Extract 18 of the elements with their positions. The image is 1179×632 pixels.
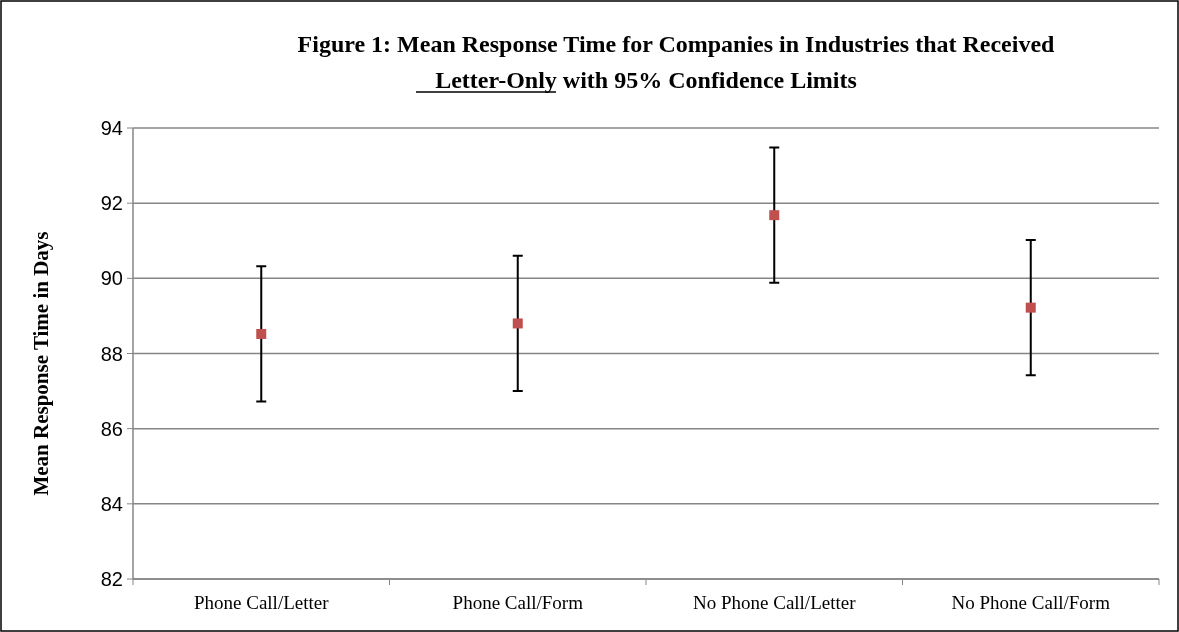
y-tick-label: 92 [100,192,123,215]
x-tick-label: No Phone Call/Form [951,592,1111,613]
point [512,318,523,329]
point [1025,302,1036,313]
y-tick-label: 84 [100,492,123,515]
point [256,328,267,339]
y-tick-label: 86 [100,417,123,440]
point [769,210,780,221]
x-tick-label: Phone Call/Form [452,592,584,613]
y-axis-title: Mean Response Time in Days [29,231,53,496]
y-tick-label: 88 [100,342,123,365]
y-tick-label: 94 [100,117,123,139]
chart-subtitle: Letter-Only with 95% Confidence Limits [435,67,857,93]
y-tick-label: 90 [100,267,123,290]
x-tick-label: No Phone Call/Letter [692,592,857,613]
chart-title: Figure 1: Mean Response Time for Companies in Industries that Received [297,31,1056,57]
y-tick-label: 82 [100,568,123,590]
x-tick-label: Phone Call/Letter [193,592,330,613]
